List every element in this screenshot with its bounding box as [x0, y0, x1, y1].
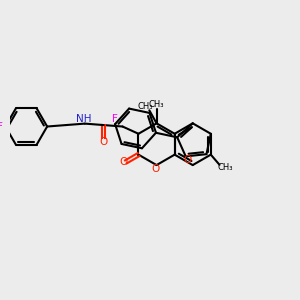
Text: O: O: [183, 155, 191, 165]
Text: F: F: [0, 122, 3, 131]
Text: CH₃: CH₃: [218, 163, 233, 172]
Text: O: O: [119, 157, 127, 167]
Text: O: O: [151, 164, 159, 174]
Text: F: F: [112, 114, 118, 124]
Text: O: O: [100, 137, 108, 148]
Text: NH: NH: [76, 114, 91, 124]
Text: CH₃: CH₃: [149, 100, 164, 109]
Text: CH₃: CH₃: [137, 102, 153, 111]
